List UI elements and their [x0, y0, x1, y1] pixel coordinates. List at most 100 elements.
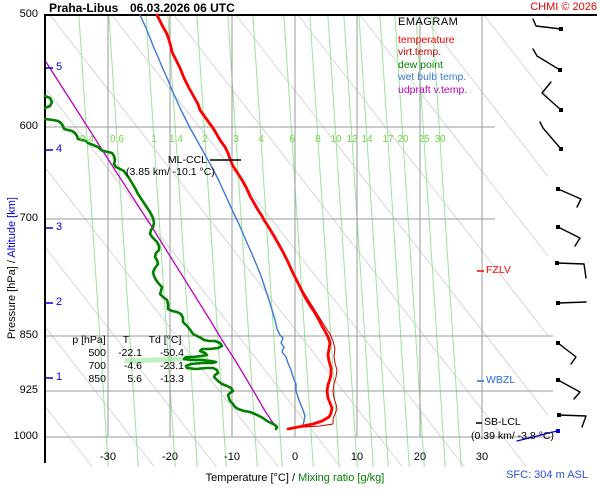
temp-tick-label: 0	[291, 451, 299, 463]
table-cell: -22.1	[118, 347, 142, 359]
table-cell: 5.6	[127, 373, 142, 385]
table-header-cell: Td [°C]	[148, 334, 182, 346]
dry-adiabat-line	[483, 15, 548, 98]
pressure-tick-label: 600	[19, 120, 38, 132]
pressure-tick-label: 925	[19, 384, 38, 396]
x-axis-label-mixing: Mixing ratio [g/kg]	[298, 472, 385, 484]
wind-barb-dot	[559, 108, 563, 112]
mixing-ratio-label: 1	[151, 134, 157, 145]
legend: temperature virt.temp. dew point wet bulb t…	[398, 34, 467, 96]
mixing-ratio-line	[167, 15, 198, 467]
wbzl-label: WBZL	[486, 374, 516, 386]
wind-barb-dot	[556, 341, 560, 345]
mixing-ratio-label: 3	[233, 134, 239, 145]
mixing-ratio-label: 0.6	[110, 134, 124, 145]
legend-item-udpraft-v-temp-: udpraft v.temp.	[398, 83, 468, 96]
wind-barb-dot	[559, 27, 563, 31]
pressure-tick-label: 1000	[13, 430, 38, 442]
mixing-ratio-line	[252, 15, 283, 467]
wind-barb-dot	[556, 225, 560, 229]
altitude-tick-label: 5	[56, 61, 63, 73]
mixing-ratio-label: 8	[315, 134, 321, 145]
sfc-label: SFC: 304 m ASL	[506, 469, 588, 481]
mixing-ratio-line	[415, 15, 446, 467]
temp-tick-label: 30	[475, 451, 489, 463]
mixing-ratio-label: 2	[202, 134, 208, 145]
table-header-cell: p [hPa]	[72, 334, 106, 346]
mixing-ratio-line	[196, 15, 227, 467]
pressure-tick-label: 700	[19, 212, 38, 224]
background-lines	[45, 15, 548, 467]
table-cell: 700	[88, 360, 106, 372]
dry-adiabat-line	[45, 325, 155, 467]
legend-item-dew-point: dew point	[398, 58, 443, 71]
ml-mixing-band	[124, 355, 209, 364]
temp-tick-label: 20	[413, 451, 427, 463]
sb-lcl-leader-line	[516, 430, 558, 442]
curve-wet_bulb_temp	[139, 14, 306, 426]
mixing-ratio-line	[431, 15, 462, 467]
curve-temperature	[155, 13, 334, 431]
wind-barb-dot	[555, 261, 559, 265]
wind-barb	[556, 262, 587, 279]
dry-adiabat-line	[421, 15, 548, 178]
mixing-ratio-label: 25	[418, 134, 430, 145]
table-header-cell: T	[122, 334, 130, 346]
wind-barb	[557, 342, 577, 365]
wind-barb-dot	[557, 413, 561, 417]
fzlv-label: FZLV	[486, 264, 511, 276]
ml-ccl-label: ML-CCL	[167, 154, 207, 166]
table-row: 500 -22.1 -50.4	[70, 347, 186, 360]
legend-item-virt-temp-: virt.temp.	[398, 46, 442, 59]
mixing-ratio-line	[343, 15, 374, 467]
curve-virt_temp	[290, 272, 338, 429]
y-axis-label-altitude: Altitude [km]	[6, 197, 18, 258]
sb-lcl-label: SB-LCL	[484, 416, 521, 428]
dry-adiabat-line	[545, 15, 548, 19]
wind-barb-dot	[556, 187, 560, 191]
wind-barb	[557, 188, 582, 208]
sounding-table: p [hPa] T Td [°C] 500 -22.1 -50.4 700 -4.6 -23.1…	[70, 334, 186, 386]
temp-tick-label: -30	[100, 451, 116, 463]
mixing-ratio-label: 6	[289, 134, 295, 145]
mixing-ratio-label: 12	[346, 134, 358, 145]
dry-adiabat-line	[49, 15, 403, 467]
sb-lcl-detail: (0.39 km/ -3.8 °C)	[471, 430, 554, 442]
wind-barb	[532, 48, 561, 71]
altitude-tick-label: 3	[56, 221, 63, 233]
altitude-tick-label: 2	[56, 296, 63, 308]
curve-dew_point	[43, 117, 279, 431]
temp-tick-label: -10	[224, 451, 240, 463]
mixing-ratio-label: 17	[382, 134, 394, 145]
wind-barb	[539, 121, 562, 150]
wind-barb	[557, 226, 581, 247]
altitude-tick-label: 4	[56, 143, 63, 155]
pressure-tick-label: 500	[19, 8, 38, 20]
wind-barb-dot	[559, 147, 563, 151]
pressure-tick-label: 850	[19, 329, 38, 341]
table-cell: -4.6	[123, 360, 142, 372]
table-cell: -50.4	[160, 347, 184, 359]
mixing-ratio-label: 1.4	[169, 134, 183, 145]
mixing-ratio-label: 4	[258, 134, 264, 145]
dry-adiabat-line	[359, 15, 548, 257]
x-axis-label: Temperature [°C] / Mixing ratio [g/kg]	[205, 472, 385, 484]
mixing-ratio-label: 20	[397, 134, 409, 145]
dry-adiabat-line	[111, 15, 465, 467]
mixing-ratio-line	[394, 15, 425, 467]
copyright: CHMI © 2026	[530, 1, 597, 13]
mixing-ratio-label: 0.4	[80, 134, 94, 145]
altitude-tick-label: 1	[56, 371, 63, 383]
legend-title: EMAGRAM	[398, 16, 459, 28]
mixing-ratio-line	[283, 15, 314, 467]
table-row: 700 -4.6 -23.1	[70, 360, 186, 373]
wind-barb-dot	[558, 68, 562, 72]
temp-tick-label: -20	[162, 451, 178, 463]
mixing-ratio-label: 14	[361, 134, 373, 145]
mixing-ratio-line	[327, 15, 358, 467]
wind-barb-dot	[556, 378, 560, 382]
station-name: Praha-Libus	[49, 1, 119, 15]
mixing-ratio-line	[227, 15, 258, 467]
